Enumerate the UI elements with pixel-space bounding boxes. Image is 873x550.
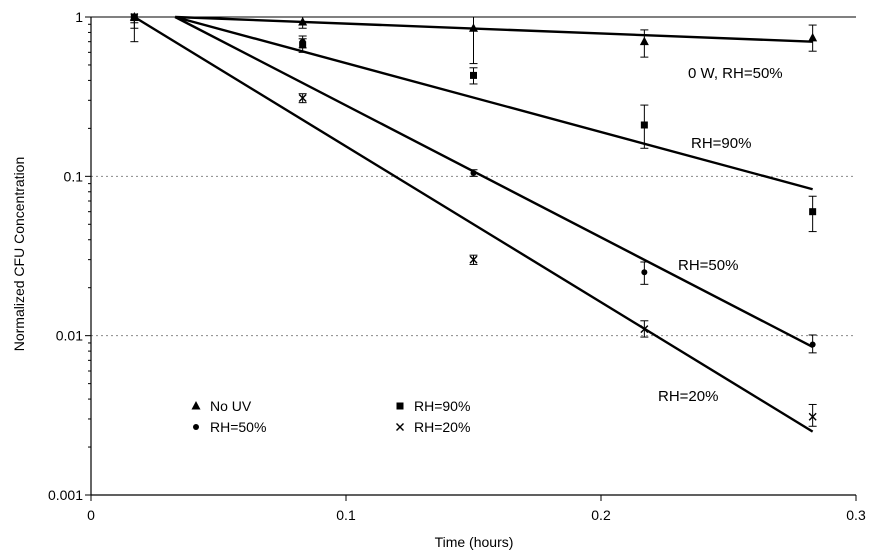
x-marker bbox=[640, 325, 649, 334]
fit-lines bbox=[133, 15, 814, 433]
x-marker bbox=[298, 94, 307, 103]
legend-label: No UV bbox=[210, 398, 252, 414]
x-marker bbox=[130, 13, 139, 21]
y-tick-label: 0.1 bbox=[64, 168, 84, 184]
fit-line-label: RH=20% bbox=[658, 388, 718, 405]
square-marker bbox=[470, 71, 477, 79]
error-bar bbox=[808, 403, 817, 427]
x-marker bbox=[469, 255, 478, 264]
fit-line-label: RH=90% bbox=[691, 135, 751, 152]
x-tick-label: 0.1 bbox=[336, 507, 356, 523]
fit-line-0 bbox=[175, 15, 813, 43]
legend-item: No UV bbox=[191, 398, 252, 414]
circle-marker bbox=[470, 169, 477, 176]
circle-marker bbox=[299, 38, 306, 45]
square-marker bbox=[396, 402, 404, 410]
y-tick-label: 0.001 bbox=[48, 487, 83, 503]
axes bbox=[85, 16, 857, 501]
x-marker-stroke bbox=[469, 255, 478, 264]
legend-item: RH=50% bbox=[193, 419, 266, 435]
square-marker bbox=[299, 41, 307, 49]
fit-line-labels: 0 W, RH=50% RH=90% RH=50% RH=20% bbox=[658, 65, 783, 405]
circle-marker bbox=[193, 424, 199, 430]
x-marker-stroke bbox=[298, 94, 307, 103]
circle-marker bbox=[641, 269, 648, 276]
legend-label: RH=20% bbox=[414, 419, 470, 435]
x-marker bbox=[396, 423, 404, 431]
triangle-marker bbox=[808, 32, 818, 42]
x-marker-stroke bbox=[396, 423, 404, 431]
triangle-marker bbox=[191, 401, 201, 410]
x-tick-label: 0.3 bbox=[846, 507, 866, 523]
legend: No UV RH=90% RH=50% RH=20% bbox=[191, 398, 470, 435]
fit-line-3 bbox=[133, 15, 814, 433]
legend-item: RH=90% bbox=[396, 398, 470, 414]
x-marker-stroke bbox=[808, 412, 817, 421]
square-marker bbox=[640, 121, 648, 129]
legend-label: RH=50% bbox=[210, 419, 266, 435]
x-marker-stroke bbox=[130, 13, 139, 21]
x-marker-stroke bbox=[640, 325, 649, 334]
legend-label: RH=90% bbox=[414, 398, 470, 414]
circle-marker bbox=[809, 341, 816, 348]
x-marker bbox=[808, 412, 817, 421]
x-tick-label: 0.2 bbox=[591, 507, 611, 523]
x-tick-label: 0 bbox=[87, 507, 95, 523]
y-tick-label: 1 bbox=[75, 9, 83, 25]
triangle-marker bbox=[298, 17, 308, 26]
fit-line-label: RH=50% bbox=[678, 257, 738, 274]
fit-line-2 bbox=[174, 15, 814, 348]
triangle-marker bbox=[639, 36, 649, 46]
tick-labels: 0.001 0.01 0.1 1 0 0.1 0.2 0.3 bbox=[48, 9, 866, 523]
y-tick-label: 0.01 bbox=[56, 328, 83, 344]
x-axis-title: Time (hours) bbox=[435, 534, 514, 550]
data-markers bbox=[129, 12, 818, 421]
y-axis-title: Normalized CFU Concentration bbox=[11, 157, 27, 352]
fit-line-label: 0 W, RH=50% bbox=[688, 65, 783, 82]
square-marker bbox=[809, 208, 817, 216]
fit-line-1 bbox=[174, 15, 813, 191]
triangle-marker bbox=[469, 23, 478, 32]
legend-item: RH=20% bbox=[396, 419, 470, 435]
